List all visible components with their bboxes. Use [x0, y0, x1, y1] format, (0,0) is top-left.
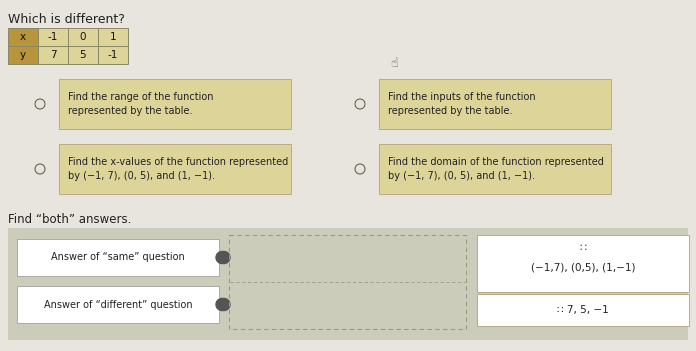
Text: Which is different?: Which is different? [8, 13, 125, 26]
FancyBboxPatch shape [59, 79, 291, 129]
Text: 0: 0 [80, 32, 86, 42]
Text: Find the x-values of the function represented
by (−1, 7), (0, 5), and (1, −1).: Find the x-values of the function repres… [68, 157, 288, 181]
Text: -1: -1 [108, 50, 118, 60]
FancyBboxPatch shape [17, 286, 219, 323]
Text: (−1,7), (0,5), (1,−1): (−1,7), (0,5), (1,−1) [531, 263, 635, 273]
FancyBboxPatch shape [68, 28, 98, 46]
FancyBboxPatch shape [68, 46, 98, 64]
FancyBboxPatch shape [98, 28, 128, 46]
FancyBboxPatch shape [477, 235, 689, 292]
FancyBboxPatch shape [8, 228, 688, 340]
Text: Find the inputs of the function
represented by the table.: Find the inputs of the function represen… [388, 92, 536, 115]
Text: Find the range of the function
represented by the table.: Find the range of the function represent… [68, 92, 214, 115]
Circle shape [216, 298, 228, 311]
Text: Find “both” answers.: Find “both” answers. [8, 213, 132, 226]
FancyBboxPatch shape [379, 144, 611, 194]
Circle shape [218, 298, 230, 311]
Text: Find the domain of the function represented
by (−1, 7), (0, 5), and (1, −1).: Find the domain of the function represen… [388, 157, 604, 181]
FancyBboxPatch shape [477, 294, 689, 326]
Circle shape [218, 252, 230, 264]
Text: Answer of “same” question: Answer of “same” question [51, 252, 185, 263]
FancyBboxPatch shape [379, 79, 611, 129]
Text: 5: 5 [79, 50, 86, 60]
FancyBboxPatch shape [59, 144, 291, 194]
Text: 1: 1 [110, 32, 116, 42]
FancyBboxPatch shape [17, 239, 219, 276]
FancyBboxPatch shape [8, 46, 38, 64]
FancyBboxPatch shape [8, 28, 38, 46]
Text: x: x [20, 32, 26, 42]
FancyBboxPatch shape [38, 28, 68, 46]
Text: ☝: ☝ [390, 57, 397, 70]
Text: Answer of “different” question: Answer of “different” question [44, 299, 192, 310]
Circle shape [216, 252, 228, 264]
FancyBboxPatch shape [98, 46, 128, 64]
Text: -1: -1 [48, 32, 58, 42]
Text: y: y [20, 50, 26, 60]
Text: ∷: ∷ [580, 243, 587, 253]
Text: 7: 7 [49, 50, 56, 60]
FancyBboxPatch shape [38, 46, 68, 64]
Text: ∷ 7, 5, −1: ∷ 7, 5, −1 [557, 305, 609, 315]
